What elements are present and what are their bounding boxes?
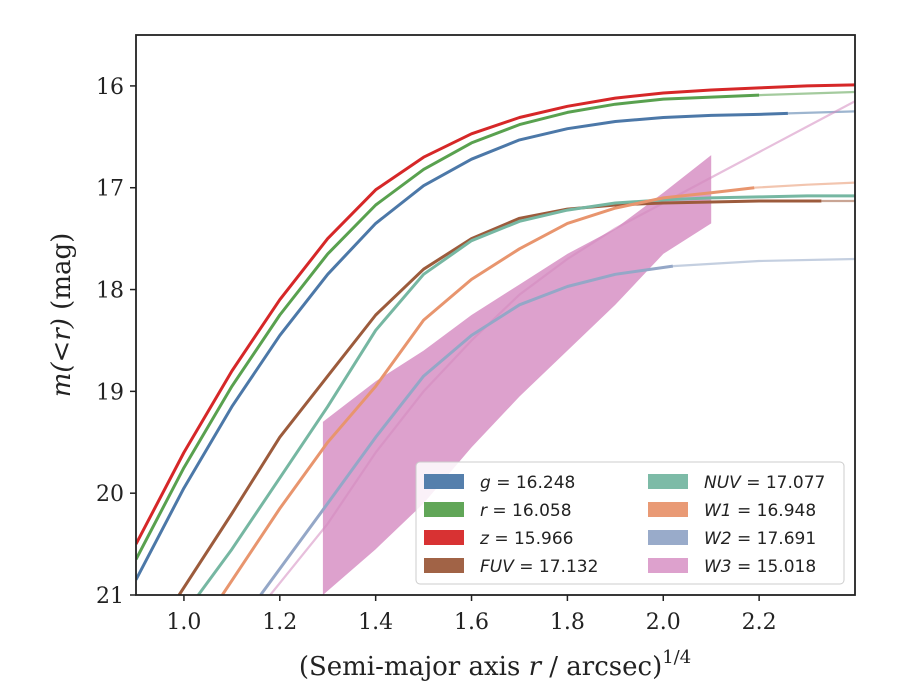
legend-swatch-w1 — [648, 502, 688, 517]
x-tick-label: 1.2 — [262, 610, 297, 635]
legend-box — [415, 461, 845, 585]
series-extension-g — [787, 110, 855, 115]
series-line-g — [136, 111, 788, 581]
legend-label-g: g = 16.248 — [480, 473, 575, 493]
legend-swatch-nuv — [648, 474, 688, 489]
legend-swatch-g — [424, 474, 464, 489]
legend-label-w3: W3 = 15.018 — [704, 557, 816, 577]
legend-swatch-z — [424, 530, 464, 545]
legend-swatch-r — [424, 502, 464, 517]
x-tick-label: 2.2 — [742, 610, 777, 635]
legend-swatch-fuv — [424, 558, 464, 573]
series-layer — [136, 83, 855, 595]
legend-label-fuv: FUV = 17.132 — [480, 557, 598, 577]
plot-frame — [135, 34, 856, 596]
series-line-fuv — [177, 199, 822, 595]
y-axis-label: m(<r) (mag) — [47, 233, 77, 398]
y-tick-label: 16 — [96, 75, 124, 100]
legend-label-nuv: NUV = 17.077 — [704, 473, 825, 493]
series-line-z — [136, 83, 855, 545]
x-tick-label: 1.4 — [358, 610, 393, 635]
series-extension-w3 — [269, 100, 855, 595]
y-tick-label: 19 — [96, 380, 124, 405]
legend-swatch-w2 — [648, 530, 688, 545]
legend: g = 16.248 NUV = 17.077 r = 16.058 W1 = 16.… — [415, 461, 845, 585]
x-axis: 1.0 1.2 1.4 1.6 1.8 2.0 2.2 — [166, 595, 777, 635]
legend-swatch-w3 — [648, 558, 688, 573]
legend-label-w1: W1 = 16.948 — [704, 501, 816, 521]
legend-label-r: r = 16.058 — [480, 501, 572, 521]
x-tick-label: 2.0 — [646, 610, 681, 635]
y-tick-label: 18 — [96, 279, 124, 304]
series-line-nuv — [197, 194, 855, 595]
x-tick-label: 1.0 — [166, 610, 201, 635]
legend-label-w2: W2 = 17.691 — [704, 529, 816, 549]
y-axis: 16 17 18 19 20 21 — [96, 75, 136, 609]
x-tick-label: 1.8 — [550, 610, 585, 635]
series-line-w1 — [221, 186, 755, 595]
series-extension-w2 — [672, 257, 855, 268]
series-extension-w1 — [754, 181, 855, 189]
y-tick-label: 17 — [96, 177, 124, 202]
x-tick-label: 1.6 — [454, 610, 489, 635]
series-extension-r — [759, 90, 855, 97]
series-line-w2 — [259, 264, 674, 595]
legend-label-z: z = 15.966 — [479, 529, 573, 549]
series-line-r — [136, 93, 760, 561]
x-axis-label: (Semi-major axis r / arcsec)1/4 — [299, 647, 691, 682]
y-tick-label: 21 — [96, 584, 124, 609]
y-tick-label: 20 — [96, 482, 124, 507]
